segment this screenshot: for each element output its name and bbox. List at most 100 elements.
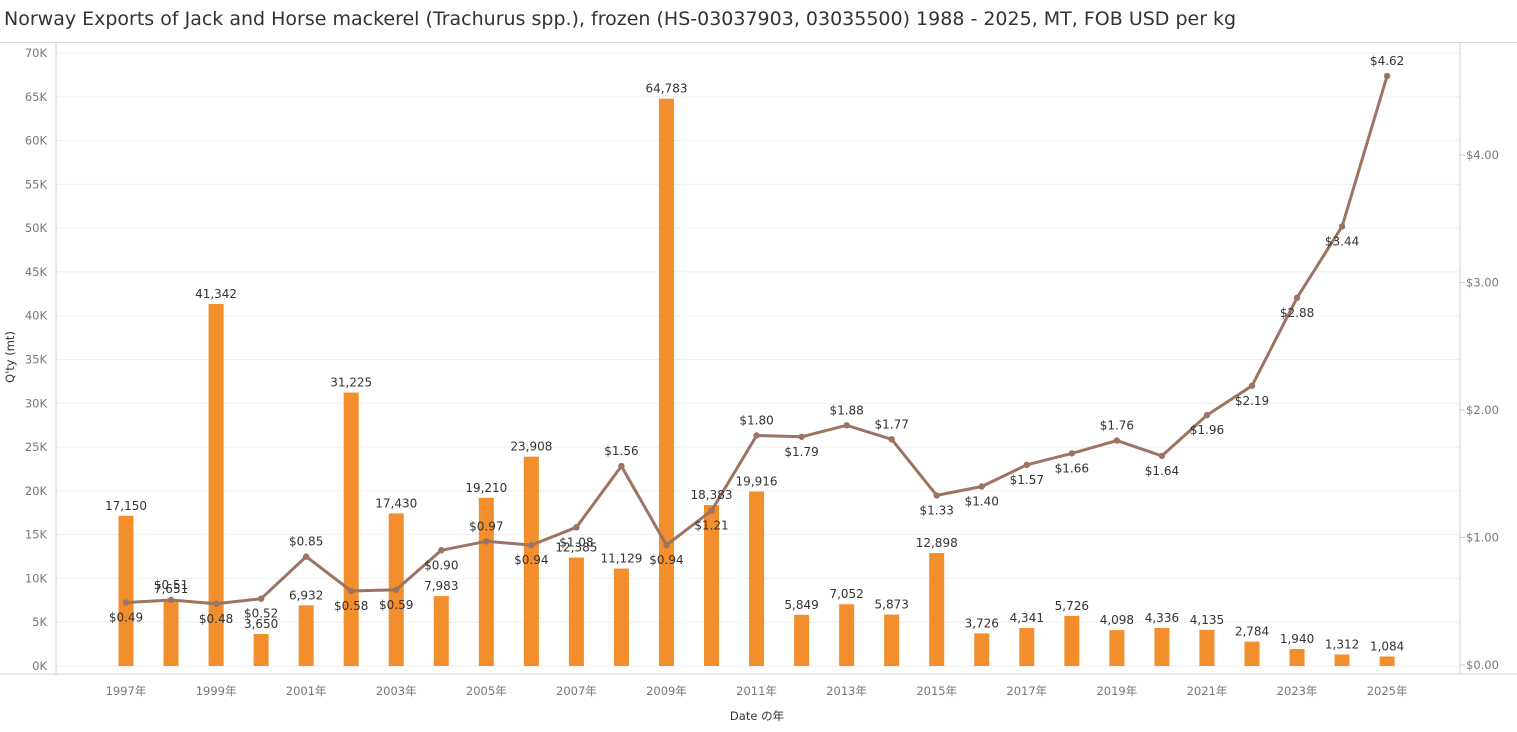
bar-value-label: 4,341	[1010, 611, 1044, 625]
y-tick-label: 20K	[25, 484, 48, 498]
x-tick-label: 2003年	[376, 684, 417, 698]
bar-value-label: 1,084	[1370, 640, 1404, 654]
price-value-label: $0.48	[199, 612, 233, 626]
bar	[884, 614, 900, 666]
bar	[298, 605, 314, 666]
bar-value-label: 2,784	[1235, 625, 1269, 639]
line-series	[122, 72, 1391, 607]
price-point	[708, 507, 715, 514]
x-tick-label: 2025年	[1367, 684, 1408, 698]
price-value-label: $0.94	[514, 553, 548, 567]
price-point	[573, 524, 580, 531]
bar	[343, 392, 359, 666]
price-point	[1248, 382, 1256, 389]
price-value-label: $0.85	[289, 535, 323, 549]
bar-value-label: 18,383	[691, 488, 733, 502]
x-tick-label: 2011年	[736, 684, 777, 698]
bar	[523, 456, 539, 666]
price-point	[618, 462, 625, 470]
price-point	[1113, 437, 1121, 444]
bar	[433, 596, 449, 666]
price-value-label: $1.96	[1190, 423, 1224, 437]
price-point	[663, 541, 670, 549]
bar	[1109, 630, 1125, 666]
y2-tick-label: $1.00	[1466, 531, 1499, 545]
y2-tick-label: $2.00	[1466, 403, 1499, 417]
y-tick-label: 15K	[25, 528, 48, 542]
x-tick-label: 2009年	[646, 684, 687, 698]
y2-tick-label: $4.00	[1466, 148, 1499, 162]
bar-value-label: 5,849	[784, 598, 818, 612]
y-tick-label: 45K	[25, 265, 48, 279]
x-tick-label: 2021年	[1187, 684, 1228, 698]
y-tick-label: 60K	[25, 134, 48, 148]
bar-value-label: 5,726	[1055, 599, 1089, 613]
price-value-label: $1.40	[965, 495, 999, 509]
price-value-label: $2.19	[1235, 394, 1269, 408]
x-tick-label: 2005年	[466, 684, 507, 698]
price-point	[1158, 452, 1166, 460]
price-value-label: $0.58	[334, 599, 368, 613]
y-tick-label: 0K	[32, 659, 47, 673]
price-point	[843, 422, 850, 429]
bar-value-label: 3,650	[244, 617, 278, 631]
bar	[1379, 656, 1395, 666]
y2-tick-label: $0.00	[1466, 658, 1499, 672]
bar	[794, 614, 810, 666]
y-tick-label: 55K	[25, 177, 48, 191]
bar	[749, 491, 765, 666]
bar	[929, 553, 945, 666]
bar-value-label: 4,135	[1190, 613, 1224, 627]
price-point	[753, 432, 760, 439]
bar-value-label: 23,908	[510, 440, 552, 454]
price-point	[302, 553, 310, 560]
x-tick-label: 2007年	[556, 684, 597, 698]
price-point	[122, 599, 130, 606]
bar	[1064, 615, 1080, 666]
price-point	[798, 433, 805, 440]
bar-value-label: 7,052	[829, 587, 863, 601]
x-tick-label: 2023年	[1277, 684, 1318, 698]
price-point	[933, 492, 940, 499]
bar	[613, 568, 629, 666]
bar	[658, 98, 674, 666]
bar	[1019, 627, 1035, 666]
bar-value-label: 19,210	[465, 481, 507, 495]
bar-value-label: 31,225	[330, 376, 372, 390]
price-value-label: $1.76	[1100, 419, 1134, 433]
price-value-label: $4.62	[1370, 54, 1404, 68]
price-value-label: $1.66	[1055, 461, 1089, 475]
bar-value-label: 1,312	[1325, 638, 1359, 652]
y-tick-label: 10K	[25, 571, 48, 585]
price-value-label: $0.49	[109, 611, 143, 625]
bar	[478, 497, 494, 666]
bar-value-label: 12,385	[555, 541, 597, 555]
y-tick-label: 70K	[25, 46, 48, 60]
price-value-label: $0.52	[244, 607, 278, 621]
y-tick-label: 5K	[32, 615, 47, 629]
bar	[163, 598, 179, 666]
price-point	[438, 547, 445, 554]
bar	[974, 633, 990, 666]
price-value-label: $2.88	[1280, 306, 1314, 320]
price-value-label: $1.33	[920, 503, 954, 517]
price-value-label: $0.97	[469, 519, 503, 533]
bar-value-label: 19,916	[736, 475, 778, 489]
bar-value-label: 5,873	[875, 598, 909, 612]
x-axis-title: Date の年	[730, 709, 784, 723]
price-value-label: $1.57	[1010, 473, 1044, 487]
data-labels: 17,150 7,651 41,342 3,650 6,932 31,225 17,430 7…	[105, 54, 1404, 654]
x-tick-label: 2001年	[286, 684, 327, 698]
price-value-label: $0.94	[649, 553, 683, 567]
bar-value-label: 41,342	[195, 287, 237, 301]
y-tick-label: 30K	[25, 396, 48, 410]
x-tick-label: 1999年	[196, 684, 237, 698]
price-value-label: $1.21	[694, 519, 728, 533]
bar-value-label: 7,651	[154, 582, 188, 596]
bar-value-label: 64,783	[645, 82, 687, 96]
price-point	[528, 541, 535, 549]
bar-value-label: 4,336	[1145, 611, 1179, 625]
price-point	[1383, 72, 1391, 80]
price-point	[167, 596, 175, 604]
price-value-label: $1.64	[1145, 464, 1179, 478]
